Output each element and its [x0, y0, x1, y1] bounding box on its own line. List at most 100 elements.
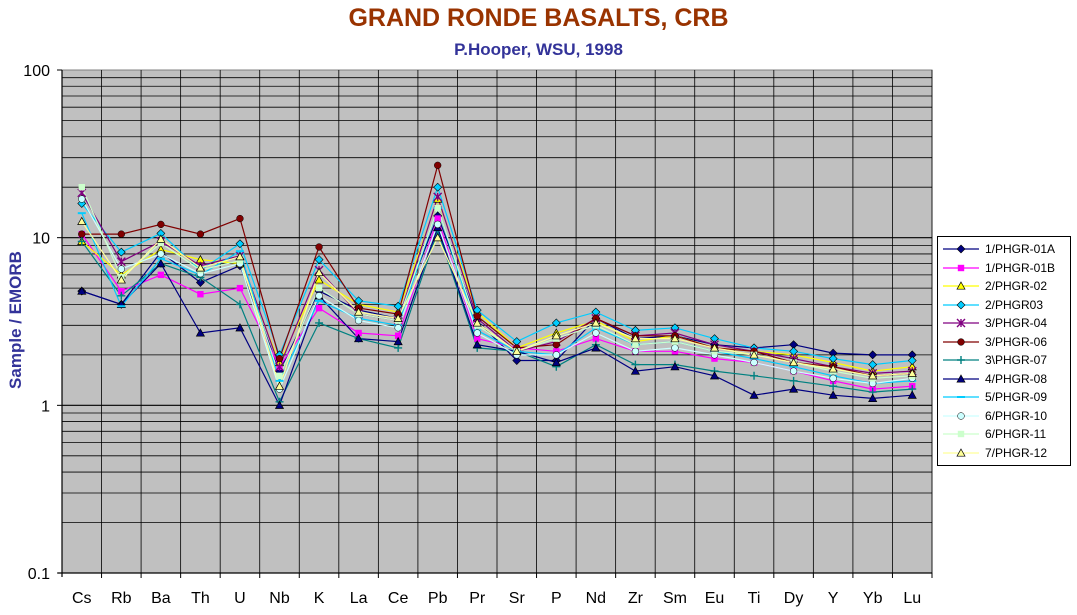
data-point-1-13	[592, 335, 600, 342]
legend-item: 3\PHGR-07	[938, 352, 1072, 369]
data-point-6-4	[235, 300, 244, 309]
legend-marker	[957, 356, 965, 364]
legend-swatch	[943, 244, 979, 254]
series-line-5	[81, 162, 913, 377]
legend-marker	[956, 300, 966, 309]
data-point-5-4	[236, 214, 244, 223]
y-tick-label: 1	[41, 398, 50, 415]
legend-swatch	[943, 411, 979, 420]
data-point-5-0	[78, 230, 86, 238]
legend-label: 1/PHGR-01B	[985, 260, 1056, 275]
chart-legend: 1/PHGR-01A 1/PHGR-01B 2/PHGR-02 2/PHGR03 3/P…	[937, 236, 1071, 466]
data-point-5-3	[196, 230, 205, 238]
data-point-1-2	[157, 271, 165, 279]
data-point-11-1	[116, 275, 126, 284]
data-point-4-1	[116, 257, 126, 267]
y-axis-label: Sample / EMORB	[6, 251, 25, 389]
legend-label: 6/PHGR-11	[985, 427, 1047, 441]
x-tick-label: Pb	[428, 590, 448, 607]
data-point-9-1	[117, 265, 125, 273]
data-point-11-21	[907, 368, 917, 377]
data-point-10-0	[78, 183, 85, 191]
x-tick-label: Th	[191, 590, 210, 607]
legend-marker	[957, 411, 965, 420]
x-tick-label: Eu	[705, 590, 725, 607]
legend-label: 4/PHGR-08	[985, 371, 1048, 386]
x-tick-label: K	[314, 590, 325, 607]
data-point-11-14	[630, 333, 641, 343]
x-tick-label: Yb	[863, 590, 883, 607]
legend-marker	[957, 430, 965, 438]
legend-marker	[957, 337, 965, 346]
x-tick-label: Ti	[748, 590, 761, 607]
data-point-5-9	[434, 161, 442, 169]
legend-label: 3/PHGR-04	[985, 316, 1048, 330]
data-point-1-10	[474, 335, 481, 342]
data-point-10-6	[315, 284, 323, 292]
series-line-11	[81, 221, 913, 389]
legend-label: 6/PHGR-10	[985, 408, 1048, 423]
x-tick-label: U	[234, 590, 246, 607]
data-point-4-5	[275, 362, 284, 372]
data-point-5-1	[117, 230, 125, 238]
data-point-7-0	[77, 286, 87, 295]
data-point-1-16	[711, 355, 718, 362]
data-point-6-1	[117, 291, 126, 300]
chart-title: GRAND RONDE BASALTS, CRB	[348, 4, 729, 32]
legend-marker	[957, 264, 965, 271]
data-point-6-6	[315, 318, 324, 327]
data-point-1-9	[434, 215, 441, 222]
legend-marker	[956, 447, 966, 457]
chart-subtitle: P.Hooper, WSU, 1998	[454, 40, 623, 59]
legend-item: 1/PHGR-01B	[938, 260, 1072, 277]
data-point-10-5	[276, 372, 283, 380]
y-tick-label: 0.1	[28, 566, 50, 583]
data-point-11-16	[709, 343, 720, 352]
legend-item: 5/PHGR-09	[938, 389, 1072, 406]
data-point-1-1	[118, 287, 125, 295]
series-line-9	[81, 198, 913, 391]
x-tick-label: Lu	[903, 590, 921, 607]
legend-swatch	[943, 281, 979, 290]
data-point-6-0	[77, 237, 86, 246]
x-tick-label: Nb	[269, 590, 290, 607]
legend-item: 3/PHGR-06	[938, 334, 1072, 351]
data-point-11-18	[788, 357, 799, 367]
data-point-10-2	[157, 239, 165, 247]
data-point-1-6	[315, 304, 323, 312]
y-tick-label: 100	[23, 63, 50, 80]
legend-label: 1/PHGR-01A	[985, 242, 1056, 256]
data-point-11-10	[472, 318, 482, 327]
data-point-3-6	[314, 255, 324, 265]
x-tick-label: Sr	[509, 590, 526, 607]
data-point-11-4	[235, 251, 245, 261]
data-point-3-9	[433, 182, 443, 192]
data-point-2-6	[314, 275, 324, 284]
data-point-7-19	[828, 390, 838, 399]
legend-item: 2/PHGR-02	[938, 278, 1072, 295]
legend-item: 3/PHGR-04	[938, 315, 1072, 332]
legend-item: 6/PHGR-10	[938, 408, 1072, 425]
data-point-11-8	[393, 313, 403, 322]
data-point-10-9	[434, 204, 441, 212]
legend-swatch	[943, 318, 979, 328]
legend-marker	[956, 281, 966, 290]
data-point-1-4	[236, 284, 244, 292]
data-point-11-19	[828, 364, 838, 373]
legend-swatch	[943, 430, 979, 438]
data-point-3-1	[116, 247, 126, 257]
x-tick-label: Sm	[663, 590, 687, 607]
x-tick-label: Y	[828, 590, 839, 607]
data-point-7-4	[235, 323, 245, 332]
legend-swatch	[943, 300, 979, 309]
series-line-2	[81, 197, 913, 372]
data-point-11-15	[670, 333, 680, 343]
data-point-11-12	[551, 331, 561, 340]
legend-label: 2/PHGR-02	[985, 279, 1048, 293]
data-point-11-2	[156, 234, 166, 243]
data-point-9-2	[157, 250, 165, 258]
data-point-11-0	[77, 216, 87, 225]
data-point-7-3	[195, 328, 206, 337]
legend-swatch	[943, 264, 979, 271]
data-point-7-17	[749, 390, 759, 399]
